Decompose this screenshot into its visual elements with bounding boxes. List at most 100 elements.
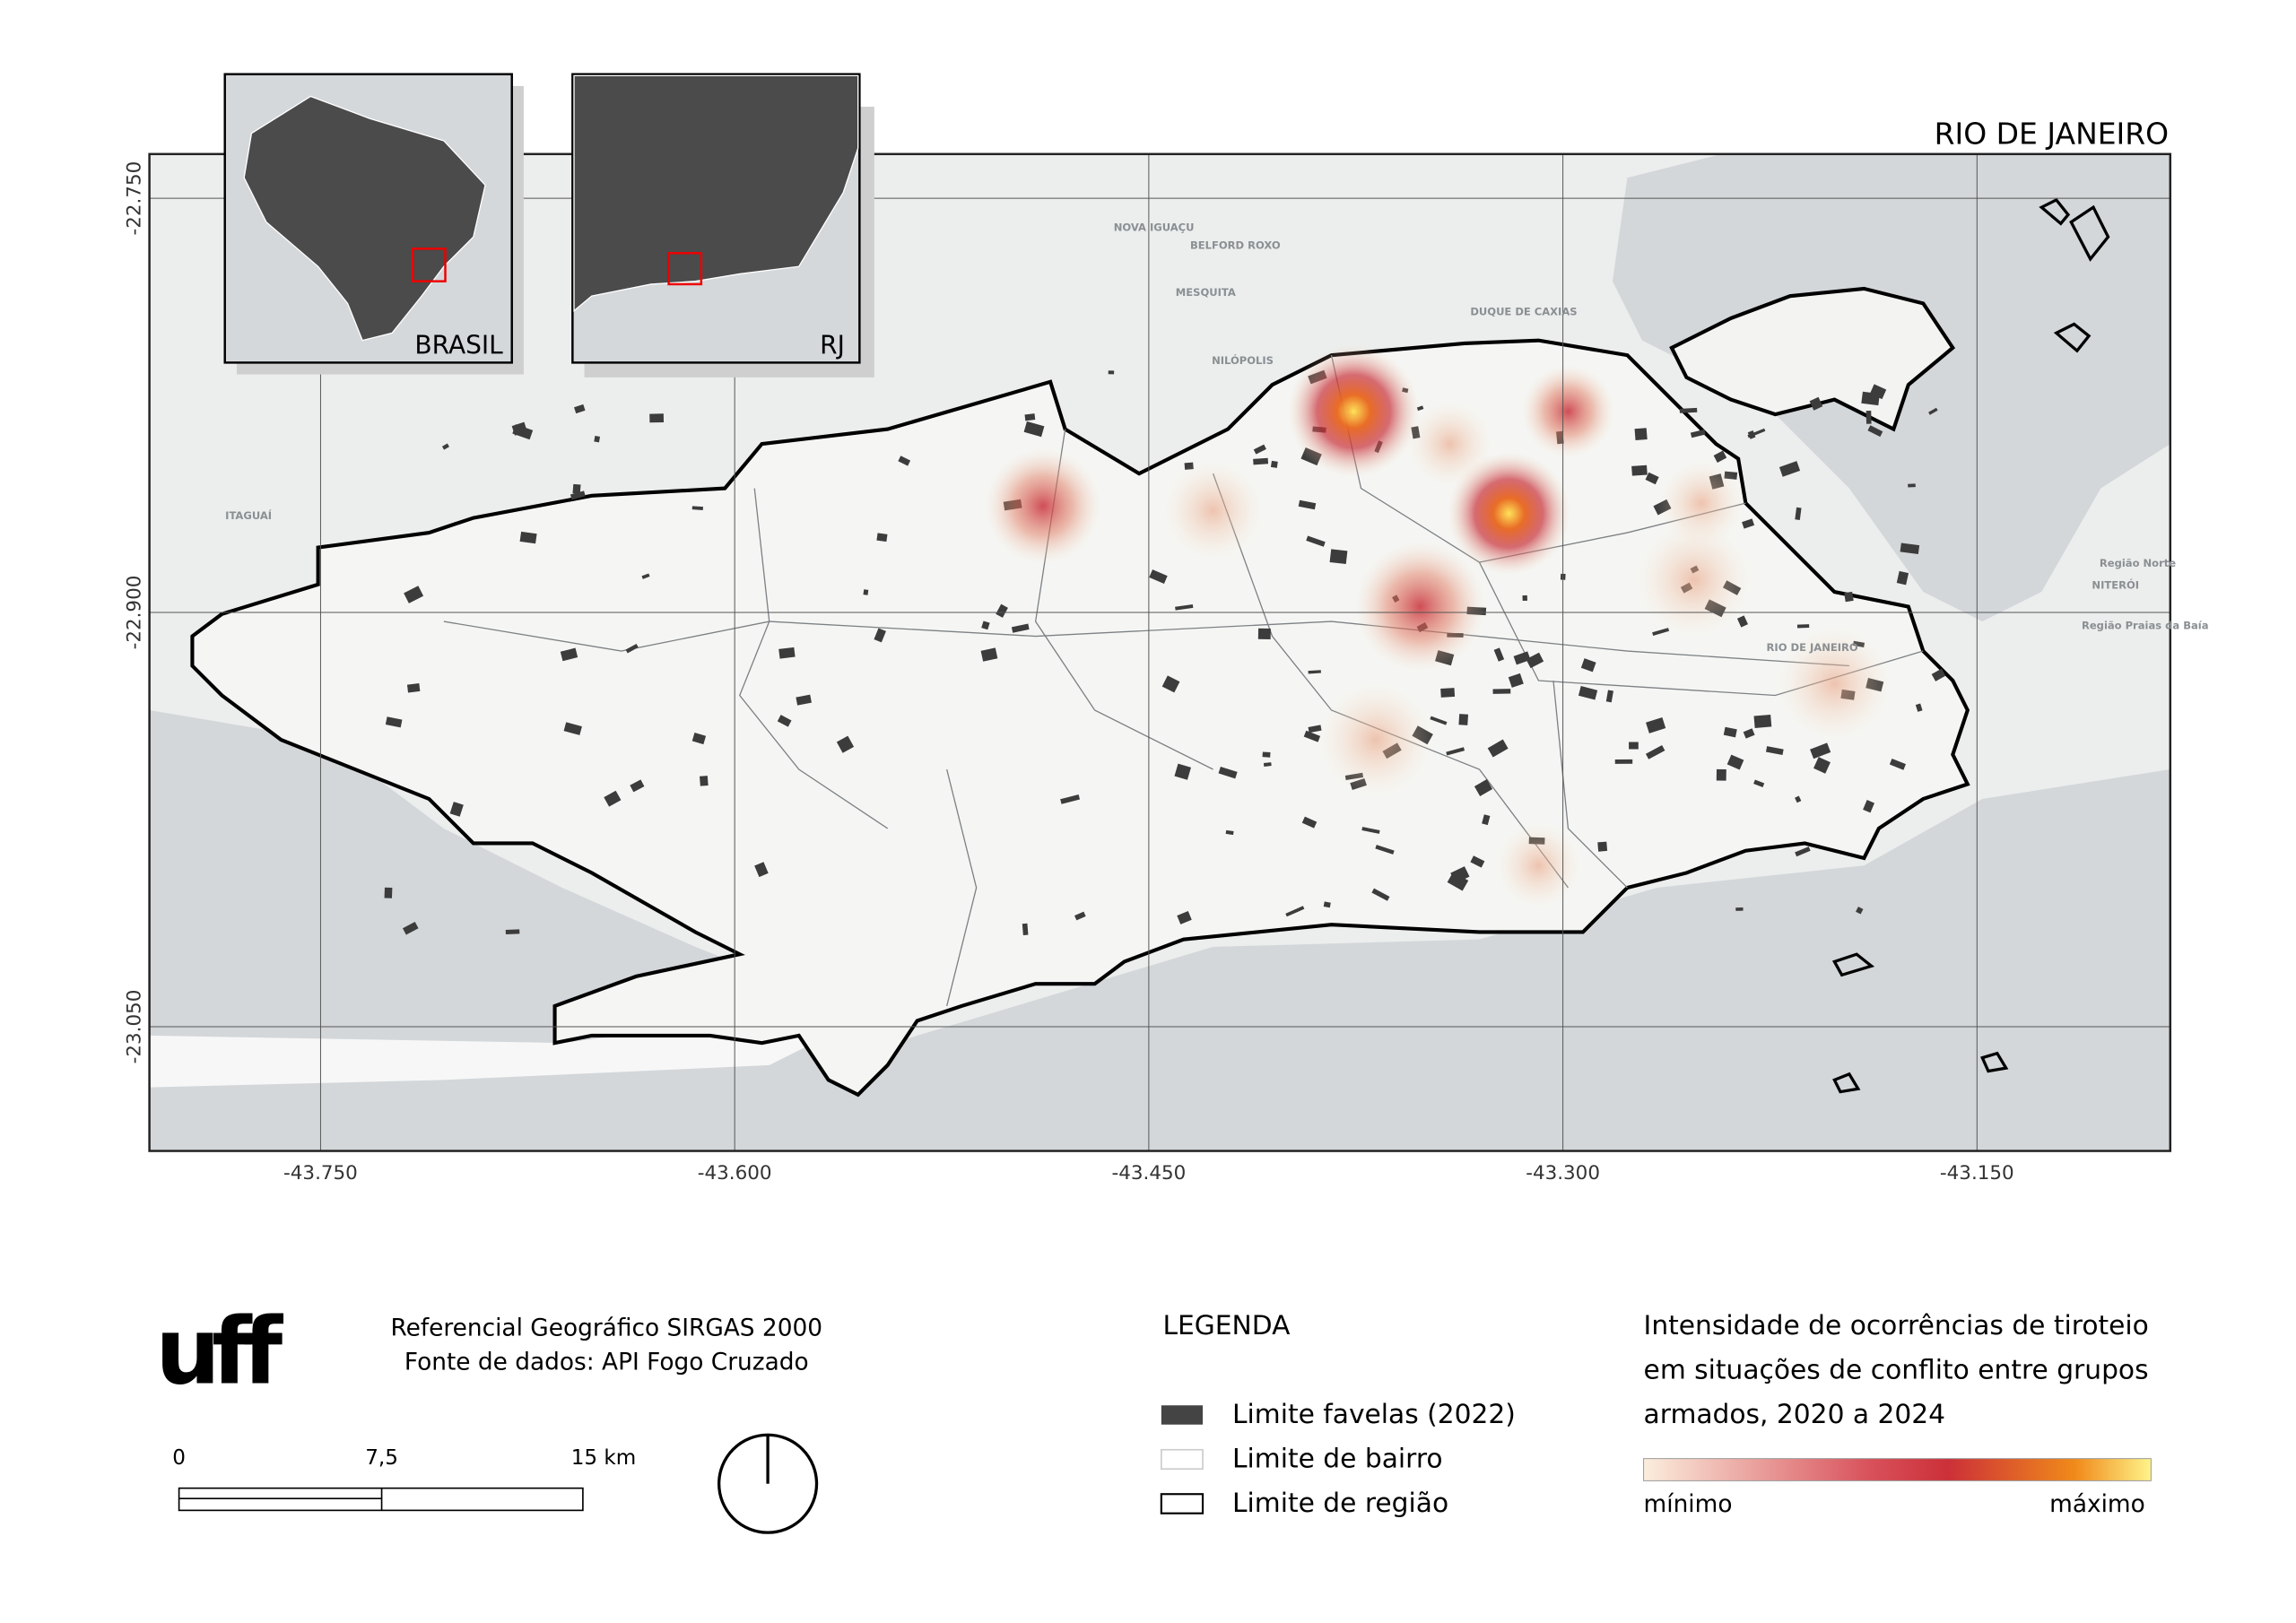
favela <box>1723 726 1737 738</box>
favela <box>836 735 855 753</box>
favela <box>505 929 520 935</box>
heat-spot <box>1405 399 1494 489</box>
heat-spot <box>1287 344 1421 479</box>
x-tick-label: -43.750 <box>283 1162 358 1185</box>
favela <box>754 862 769 878</box>
scale-label: 15 km <box>571 1446 637 1470</box>
favela <box>1779 461 1801 477</box>
favela <box>1074 911 1086 921</box>
favela <box>778 647 796 659</box>
favela <box>649 413 665 423</box>
favela <box>560 647 578 662</box>
favela <box>796 694 812 706</box>
favela <box>630 779 645 793</box>
favela <box>1795 795 1802 803</box>
y-tick-label: -22.900 <box>124 576 146 650</box>
heat-spot <box>1775 624 1894 743</box>
favela <box>1450 866 1470 884</box>
legend-item: Limite de bairro <box>1232 1444 1443 1475</box>
favela <box>1578 686 1598 700</box>
heat-spot <box>1634 520 1753 639</box>
favela <box>1161 675 1180 693</box>
rj-shape <box>573 74 859 313</box>
favela <box>625 643 639 654</box>
place-label: Região Praias da Baía <box>2082 619 2209 631</box>
favela <box>1285 906 1305 917</box>
favela <box>1796 624 1810 629</box>
favela <box>1646 716 1666 733</box>
favela <box>1323 901 1331 908</box>
favela <box>1361 827 1380 834</box>
favela <box>1329 549 1348 565</box>
inset-extent <box>411 247 447 282</box>
place-label: ITAGUAÍ <box>225 508 272 522</box>
favela <box>1889 758 1906 770</box>
favela <box>594 436 601 443</box>
favela <box>1795 846 1811 857</box>
favela <box>1614 759 1633 764</box>
favela <box>1863 800 1874 813</box>
favela <box>1713 450 1727 464</box>
favela <box>1679 407 1698 413</box>
heat-title: Intensidade de ocorrências de tiroteio <box>1644 1310 2149 1341</box>
favela <box>1908 483 1916 488</box>
place-label: NITERÓI <box>2092 578 2139 592</box>
inset-label: BRASIL <box>414 330 503 360</box>
favela <box>1253 457 1269 465</box>
favela <box>519 531 537 544</box>
favela <box>1022 923 1029 935</box>
inset-label: RJ <box>820 330 845 360</box>
legend-item: Limite favelas (2022) <box>1232 1399 1516 1430</box>
favela <box>863 589 869 595</box>
favela <box>1175 603 1194 611</box>
favela <box>1108 370 1115 375</box>
credit: Fonte de dados: API Fogo Cruzado <box>404 1350 809 1376</box>
favela <box>1753 779 1765 788</box>
favela <box>404 586 424 603</box>
heat-spot <box>1493 820 1583 910</box>
favela <box>604 790 622 807</box>
favela <box>402 921 419 935</box>
place-label: DUQUE DE CAXIAS <box>1470 306 1577 318</box>
heat-min: mínimo <box>1644 1491 1733 1518</box>
favela <box>1645 472 1659 485</box>
favela <box>1810 742 1831 759</box>
favela <box>1508 673 1524 688</box>
scale-bar <box>178 1487 584 1512</box>
favela <box>1765 746 1784 755</box>
favela <box>980 647 998 662</box>
favela <box>876 533 888 542</box>
favela <box>563 722 582 735</box>
favela <box>1482 814 1491 826</box>
favela <box>1690 429 1706 438</box>
favela <box>1225 829 1234 836</box>
favela <box>1474 779 1493 796</box>
favela <box>1753 714 1772 728</box>
favela <box>1458 714 1469 725</box>
credit: Referencial Geográfico SIRGAS 2000 <box>391 1315 823 1342</box>
favela <box>1856 907 1864 915</box>
heat-max: máximo <box>2049 1491 2145 1518</box>
legend-swatch <box>1161 1448 1204 1471</box>
logo: uff <box>155 1299 283 1406</box>
favela <box>1262 751 1271 758</box>
favela <box>570 490 586 500</box>
heat-spot <box>1520 364 1616 459</box>
favela <box>1631 464 1648 476</box>
favela <box>1526 652 1544 669</box>
favela <box>1149 569 1168 584</box>
favela <box>1634 428 1648 440</box>
favela <box>1726 754 1744 770</box>
favela <box>1931 668 1946 681</box>
heat-spot <box>983 447 1102 566</box>
favela <box>1629 742 1639 750</box>
favela <box>691 506 703 511</box>
legend-swatch <box>1160 1493 1205 1515</box>
favela <box>1645 745 1665 759</box>
favela <box>1024 413 1036 421</box>
favela <box>1915 703 1923 712</box>
favela <box>572 483 581 494</box>
favela <box>1253 444 1266 455</box>
